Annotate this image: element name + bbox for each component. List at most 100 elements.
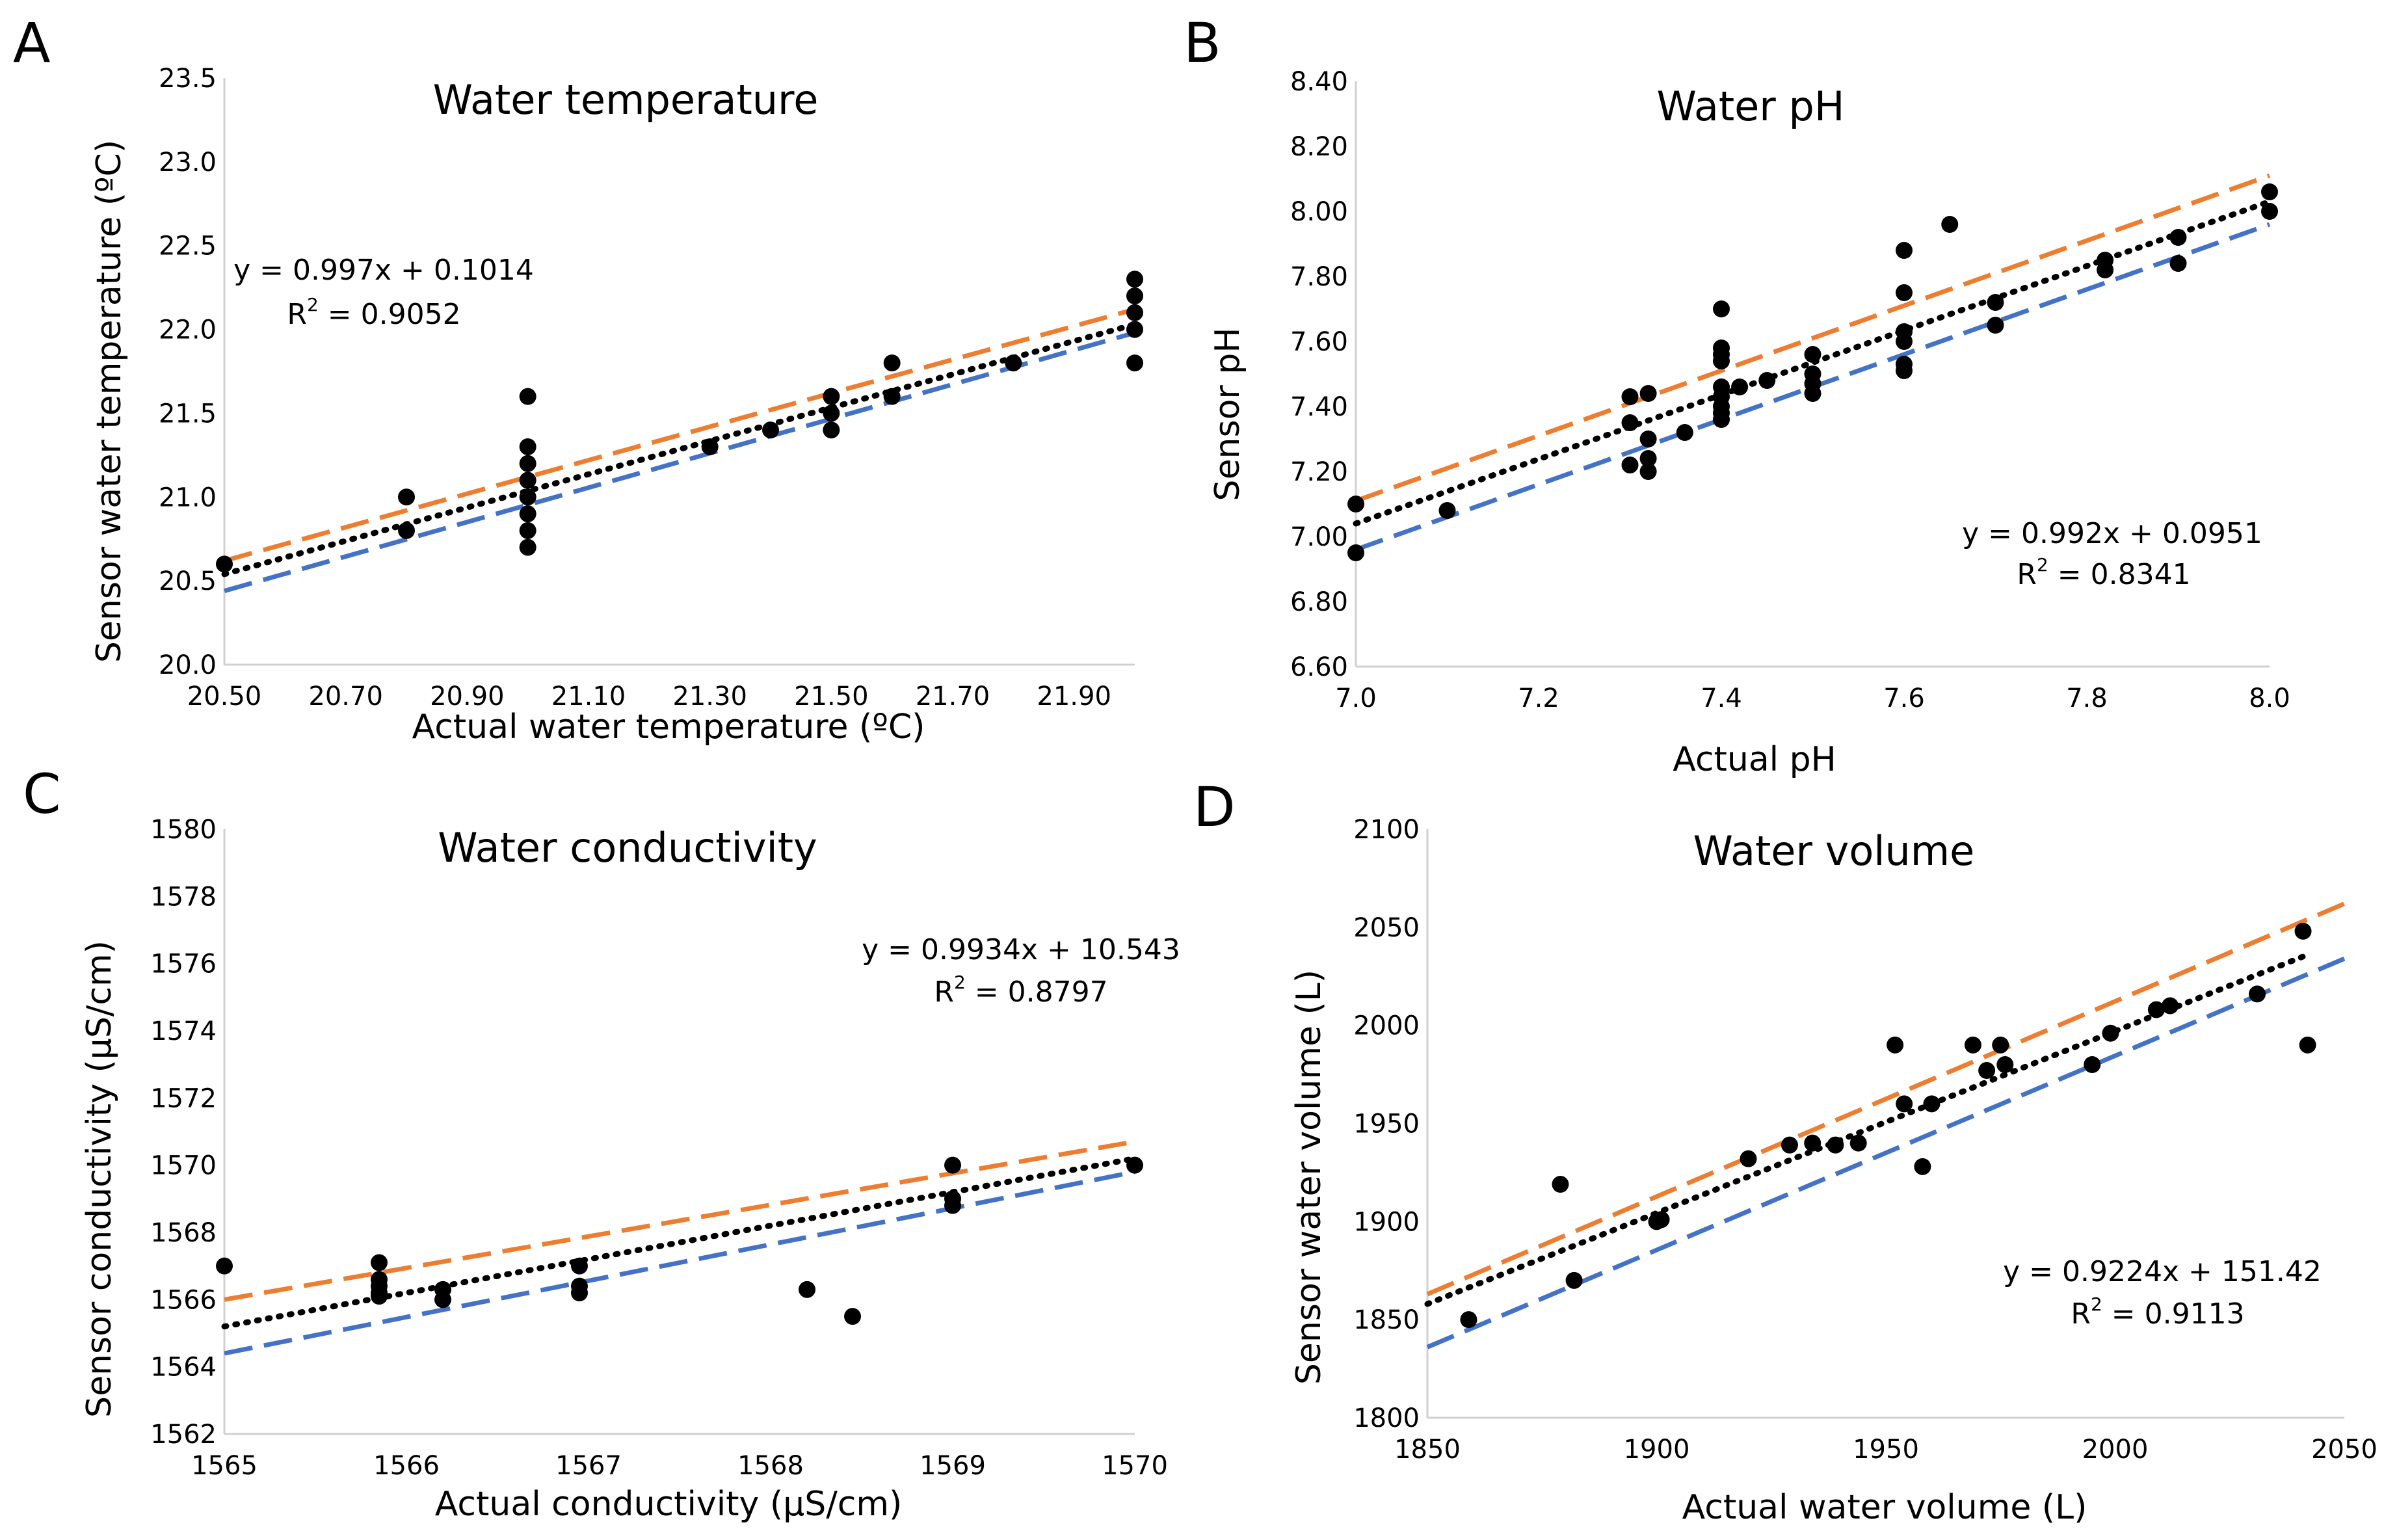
x-tick-label: 1566 (373, 1451, 440, 1481)
data-point (1713, 411, 1730, 428)
data-point (1552, 1176, 1569, 1193)
x-tick-label: 1850 (1394, 1435, 1461, 1465)
equation-label: y = 0.997x + 0.1014 (233, 254, 534, 287)
data-point (1914, 1158, 1931, 1175)
data-point (519, 455, 536, 472)
y-tick-label: 7.00 (1290, 522, 1348, 552)
data-point (701, 438, 719, 455)
x-tick-label: 1567 (555, 1451, 622, 1481)
data-point (1713, 352, 1730, 369)
panel-a: A Water temperature Actual water tempera… (13, 11, 1143, 747)
data-point (1565, 1271, 1583, 1289)
y-tick-label: 7.60 (1290, 327, 1348, 357)
y-axis-label: Sensor water temperature (ºC) (90, 140, 129, 663)
x-tick-label: 21.30 (672, 682, 747, 711)
data-point (434, 1291, 451, 1308)
x-tick-label: 7.0 (1335, 684, 1377, 713)
x-tick-label: 7.6 (1883, 684, 1925, 713)
x-tick-label: 7.8 (2066, 684, 2108, 713)
y-tick-label: 6.80 (1290, 587, 1348, 617)
panel-d: D Water volume Actual water volume (L) S… (1193, 775, 2377, 1527)
data-point (1978, 1062, 1996, 1080)
data-point (1639, 463, 1657, 480)
data-point (944, 1197, 961, 1214)
y-tick-label: 2000 (1353, 1011, 1420, 1041)
data-point (1996, 1056, 2014, 1073)
data-point (1639, 385, 1657, 402)
x-tick-label: 2050 (2311, 1435, 2377, 1465)
y-tick-label: 1568 (150, 1218, 217, 1248)
data-point (1438, 502, 1456, 519)
plot-area: 1562 1564 1566 1568 1570 1572 1574 1576 1578 1580… (150, 815, 1168, 1481)
x-tick-label: 20.90 (430, 682, 505, 711)
y-tick-label: 1580 (150, 815, 217, 845)
data-point (823, 421, 840, 439)
data-point (1758, 372, 1776, 389)
data-point (216, 555, 233, 573)
data-point (571, 1284, 588, 1301)
y-tick-label: 2050 (1353, 913, 1420, 943)
panel-letter-a: A (13, 11, 50, 75)
lower-bound-line (224, 330, 1135, 593)
x-tick-label: 7.2 (1518, 684, 1559, 713)
data-point (1126, 271, 1143, 288)
x-tick-label: 8.0 (2249, 684, 2290, 713)
panel-b: B Water pH Actual pH Sensor pH y = 0.992… (1184, 11, 2290, 779)
chart-title: Water volume (1693, 827, 1975, 875)
data-point (1887, 1036, 1904, 1054)
data-point (1126, 304, 1143, 321)
data-point (1713, 300, 1730, 317)
data-point (519, 438, 536, 455)
data-point (1896, 333, 1913, 350)
lower-bound-line (1426, 956, 2346, 1349)
data-point (519, 505, 536, 523)
data-point (1621, 414, 1639, 431)
data-point (2169, 255, 2187, 272)
equation-label: y = 0.992x + 0.0951 (1962, 517, 2262, 550)
y-tick-label: 8.40 (1290, 67, 1348, 97)
r-squared-label: R2 = 0.8341 (2017, 554, 2190, 591)
data-point (844, 1308, 861, 1325)
y-tick-label: 1564 (150, 1353, 217, 1383)
x-tick-label: 21.70 (916, 682, 990, 711)
data-point (1941, 216, 1959, 233)
data-point (2162, 997, 2179, 1015)
data-point (1987, 294, 2004, 311)
data-point (1731, 378, 1749, 395)
data-point (2294, 922, 2312, 940)
chart-title: Water pH (1657, 83, 1845, 130)
data-point (398, 522, 415, 539)
data-point (762, 421, 779, 439)
x-axis-label: Actual conductivity (µS/cm) (435, 1485, 903, 1524)
y-tick-label: 1950 (1353, 1109, 1420, 1139)
y-axis-label: Sensor pH (1208, 328, 1247, 501)
data-point (823, 388, 840, 405)
y-tick-label: 2100 (1353, 815, 1420, 845)
data-point (398, 488, 415, 506)
x-axis-label: Actual pH (1673, 740, 1836, 779)
panel-letter-d: D (1193, 775, 1236, 839)
data-point (1781, 1136, 1798, 1154)
data-point (371, 1254, 388, 1271)
data-point (1639, 431, 1657, 447)
chart-title: Water temperature (433, 76, 819, 124)
data-point (1639, 450, 1657, 467)
y-tick-label: 1566 (150, 1285, 217, 1315)
y-tick-label: 8.00 (1290, 197, 1348, 227)
data-point (1964, 1036, 1981, 1054)
x-tick-label: 1900 (1624, 1435, 1690, 1465)
plot-area: 20.0 20.5 21.0 21.5 22.0 22.5 23.0 23.5 20.50 20.… (159, 64, 1143, 711)
x-tick-label: 21.50 (794, 682, 869, 711)
x-tick-label: 20.50 (187, 682, 262, 711)
data-point (1896, 284, 1913, 301)
data-point (2299, 1036, 2316, 1054)
data-point (519, 388, 536, 405)
panel-letter-c: C (23, 762, 61, 826)
r-squared-label: R2 = 0.8797 (934, 972, 1107, 1009)
x-tick-label: 1569 (920, 1451, 986, 1481)
data-point (2084, 1056, 2101, 1073)
data-point (1652, 1211, 1670, 1228)
y-axis-label: Sensor water volume (L) (1290, 970, 1329, 1385)
data-point (519, 471, 536, 489)
